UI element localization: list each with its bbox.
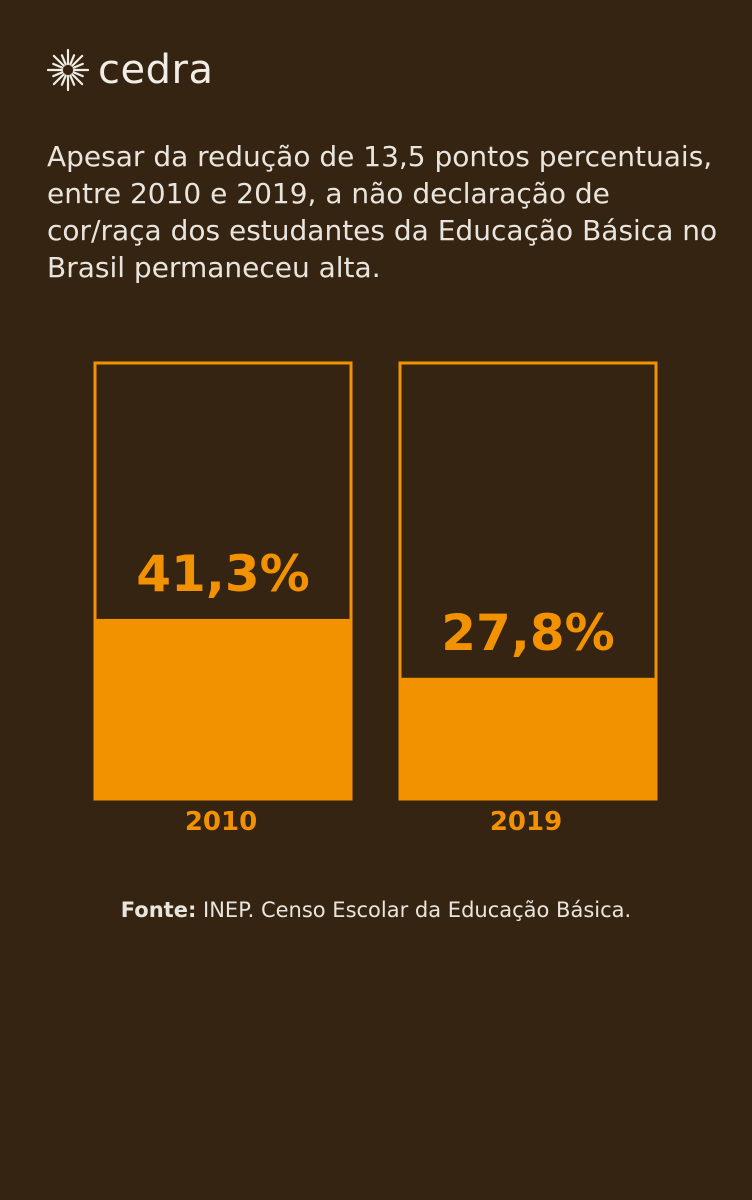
category-label-2010: 2010 [185,807,257,837]
source-label: Fonte: [120,898,197,922]
value-label-2019: 27,8% [441,604,614,662]
source-note: Fonte: INEP. Censo Escolar da Educação B… [0,898,752,922]
category-label-2019: 2019 [490,807,562,837]
sun-icon [46,48,90,92]
bar-chart: 41,3% 2010 27,8% 2019 [93,361,658,837]
brand-name: cedra [98,47,214,93]
source-text: INEP. Censo Escolar da Educação Básica. [196,898,632,922]
value-label-2010: 41,3% [136,545,309,603]
headline: Apesar da redução de 13,5 pontos percent… [47,140,718,284]
bar-2010 [93,618,353,801]
bar-2019 [398,677,658,801]
brand-logo: cedra [46,44,213,96]
